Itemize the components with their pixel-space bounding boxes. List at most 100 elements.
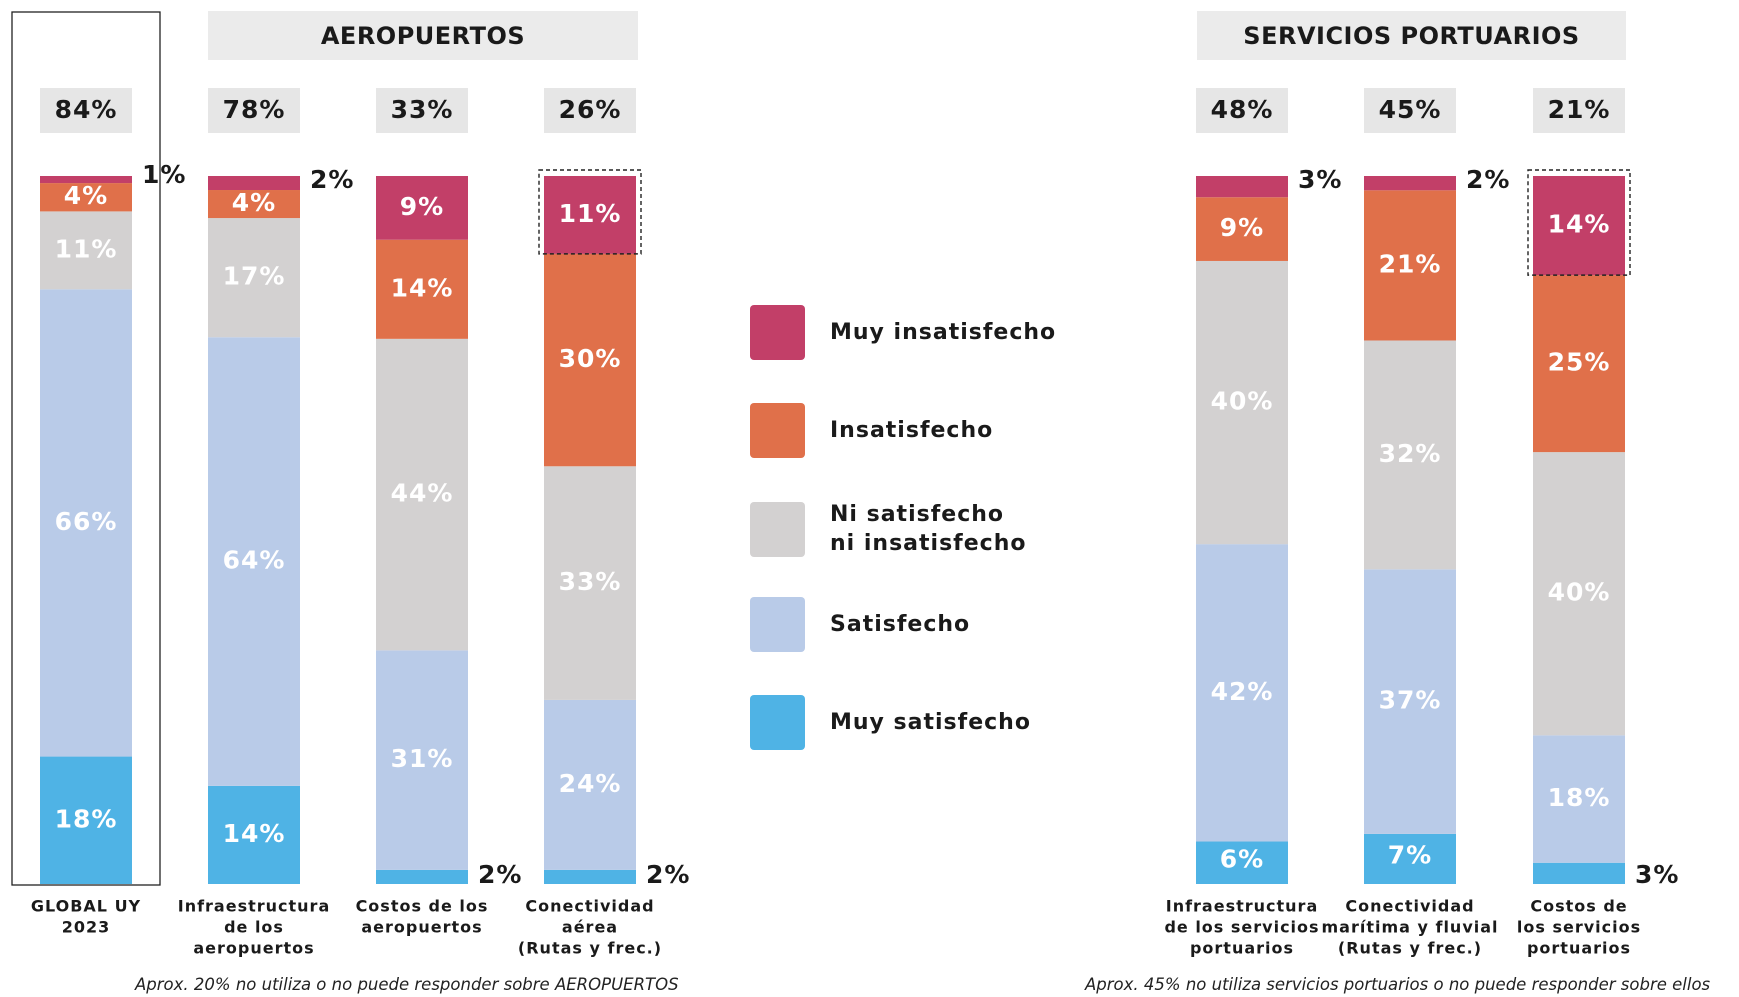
- bar-segment: [1533, 862, 1625, 884]
- segment-label: 14%: [223, 819, 286, 848]
- category-label: portuarios: [1190, 939, 1294, 958]
- highlight-frame: [11, 11, 161, 886]
- header-box: [376, 88, 468, 133]
- bar-segment: [376, 239, 468, 339]
- bar-segment: [376, 338, 468, 651]
- segment-label: 21%: [1379, 249, 1442, 278]
- segment-label: 7%: [1388, 840, 1432, 869]
- legend-swatch: [750, 305, 805, 360]
- category-label: Conectividad: [525, 897, 654, 916]
- legend-swatch: [750, 695, 805, 750]
- header-box: [1196, 88, 1288, 133]
- bar-segment: [1196, 544, 1288, 842]
- category-label: de los servicios: [1164, 918, 1319, 937]
- header-percentage: 84%: [55, 95, 118, 124]
- segment-label: 11%: [559, 199, 622, 228]
- segment-label: 44%: [391, 479, 454, 508]
- header-box: [1364, 88, 1456, 133]
- header-box: [208, 88, 300, 133]
- legend-swatch: [750, 597, 805, 652]
- legend-swatch: [750, 501, 805, 557]
- segment-label: 11%: [55, 234, 118, 263]
- bar-segment: [1533, 176, 1625, 276]
- segment-label: 33%: [559, 567, 622, 596]
- legend-item-muy-insatisfecho: Muy insatisfecho: [750, 305, 1056, 360]
- category-label: Infraestructura: [178, 897, 331, 916]
- highlight-dashed-frame: [1527, 169, 1631, 276]
- bar-segment: [544, 869, 636, 884]
- legend-item-muy-satisfecho: Muy satisfecho: [750, 695, 1031, 750]
- legend-swatch: [750, 403, 805, 458]
- segment-label: 6%: [1220, 845, 1264, 874]
- category-label: Conectividad: [1345, 897, 1474, 916]
- bar-segment: [1533, 452, 1625, 736]
- legend-label: Muy insatisfecho: [830, 320, 1057, 345]
- bar-segment: [1533, 735, 1625, 863]
- segment-label-outside: 1%: [142, 160, 186, 189]
- segment-label: 18%: [55, 804, 118, 833]
- segment-label: 66%: [55, 507, 118, 536]
- segment-label: 25%: [1548, 348, 1611, 377]
- bar-segment: [1364, 340, 1456, 570]
- segment-label: 40%: [1548, 578, 1611, 607]
- bar-segment: [1364, 833, 1456, 884]
- segment-label: 64%: [223, 546, 286, 575]
- category-label: aeropuertos: [361, 918, 482, 937]
- bar-segment: [208, 218, 300, 338]
- category-label: marítima y fluvial: [1321, 918, 1498, 937]
- bar-segment: [376, 650, 468, 870]
- category-label: portuarios: [1527, 939, 1631, 958]
- segment-label: 37%: [1379, 686, 1442, 715]
- bar-segment: [1196, 260, 1288, 545]
- segment-label: 9%: [1220, 213, 1264, 242]
- section-title-aeropuertos: AEROPUERTOS: [208, 11, 638, 60]
- bar-segment: [1196, 176, 1288, 198]
- segment-label: 18%: [1548, 783, 1611, 812]
- segment-label-outside: 2%: [646, 860, 690, 889]
- category-label: aérea: [562, 918, 618, 937]
- footnote-servicios-portuarios: Aprox. 45% no utiliza servicios portuari…: [1085, 975, 1711, 994]
- category-label: Costos de los: [356, 897, 489, 916]
- segment-label-outside: 2%: [310, 165, 354, 194]
- section-title-servicios-portuarios: SERVICIOS PORTUARIOS: [1197, 11, 1626, 60]
- header-box: [40, 88, 132, 133]
- legend-item-satisfecho: Satisfecho: [750, 597, 970, 652]
- header-percentage: 21%: [1548, 95, 1611, 124]
- bar-segment: [40, 289, 132, 757]
- bar-segment: [208, 337, 300, 786]
- segment-label: 32%: [1379, 439, 1442, 468]
- bar-segment: [1364, 569, 1456, 834]
- category-label: (Rutas y frec.): [1338, 939, 1482, 958]
- highlight-dashed-frame: [538, 169, 642, 255]
- segment-label-outside: 2%: [1466, 165, 1510, 194]
- legend-label: Ni satisfecho ni insatisfecho: [830, 502, 1027, 556]
- segment-label: 14%: [391, 273, 454, 302]
- segment-label: 40%: [1211, 387, 1274, 416]
- legend-label: Satisfecho: [830, 612, 971, 637]
- segment-label-outside: 2%: [478, 860, 522, 889]
- category-label: Infraestructura: [1166, 897, 1319, 916]
- segment-label: 42%: [1211, 677, 1274, 706]
- category-label: los servicios: [1517, 918, 1641, 937]
- bar-segment: [1364, 190, 1456, 341]
- segment-label: 9%: [400, 192, 444, 221]
- header-percentage: 33%: [391, 95, 454, 124]
- bar-segment: [544, 253, 636, 467]
- category-label: aeropuertos: [193, 939, 314, 958]
- header-percentage: 48%: [1211, 95, 1274, 124]
- segment-label: 4%: [64, 181, 108, 210]
- category-label: GLOBAL UY: [31, 897, 141, 916]
- legend-item-ni-satisfecho-ni-insatisfecho: Ni satisfecho ni insatisfecho: [750, 500, 1026, 558]
- segment-label-outside: 3%: [1298, 165, 1342, 194]
- bar-segment: [40, 176, 132, 184]
- header-percentage: 78%: [223, 95, 286, 124]
- category-label: de los: [224, 918, 284, 937]
- segment-label: 30%: [559, 344, 622, 373]
- bar-segment: [1364, 176, 1456, 191]
- segment-label: 24%: [559, 769, 622, 798]
- bar-segment: [40, 756, 132, 884]
- bar-segment: [376, 869, 468, 884]
- category-label: Costos de: [1530, 897, 1627, 916]
- category-label: (Rutas y frec.): [518, 939, 662, 958]
